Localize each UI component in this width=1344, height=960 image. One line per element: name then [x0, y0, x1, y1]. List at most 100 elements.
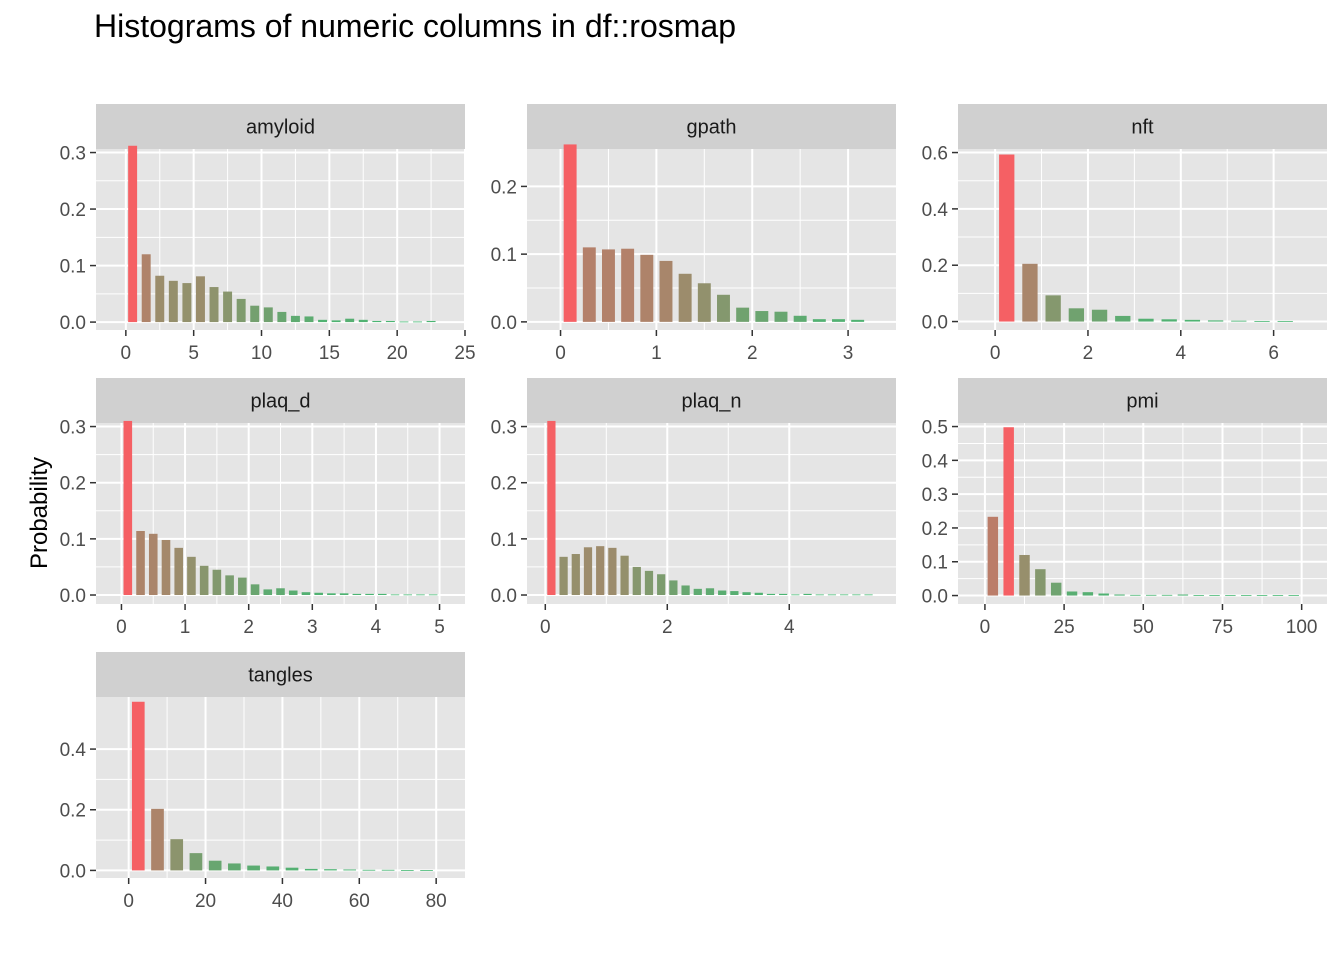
facet-strip	[958, 104, 1327, 149]
facet-strip	[96, 378, 465, 423]
histogram-bar	[236, 298, 246, 323]
histogram-bar	[1241, 595, 1252, 597]
y-tick-label: 0.0	[491, 313, 517, 334]
y-tick-label: 0.0	[60, 313, 86, 334]
histogram-bar	[774, 311, 788, 322]
histogram-bar	[736, 307, 750, 322]
histogram-bar	[583, 547, 593, 596]
histogram-bar	[285, 867, 299, 871]
panel-background	[96, 149, 465, 330]
y-tick-label: 0.1	[922, 553, 948, 574]
x-tick-label: 0	[116, 617, 127, 638]
x-tick-label: 3	[307, 617, 318, 638]
x-tick-label: 1	[651, 343, 662, 364]
x-tick-label: 0	[540, 617, 551, 638]
histogram-bar	[318, 319, 328, 323]
y-tick-label: 0.4	[922, 451, 949, 472]
histogram-bar	[182, 283, 192, 323]
x-tick-label: 4	[371, 617, 382, 638]
y-tick-label: 0.0	[60, 586, 86, 607]
y-tick-label: 0.1	[491, 530, 517, 551]
y-tick-label: 0.2	[922, 519, 948, 540]
histogram-bar	[189, 853, 203, 871]
histogram-bar	[559, 556, 568, 596]
histogram-bar	[304, 316, 314, 323]
y-tick-label: 0.0	[922, 587, 948, 608]
histogram-bar	[290, 315, 300, 323]
histogram-bar	[199, 565, 209, 596]
histogram-bar	[228, 863, 241, 871]
histogram-bar	[1288, 595, 1299, 597]
histogram-bar	[987, 516, 999, 596]
histogram-bar	[755, 311, 769, 322]
x-tick-label: 15	[319, 343, 340, 364]
x-tick-label: 1	[180, 617, 191, 638]
histogram-bar	[304, 868, 318, 871]
histogram-bar	[718, 590, 727, 596]
x-tick-label: 2	[747, 343, 758, 364]
x-tick-label: 25	[454, 343, 475, 364]
histogram-bar	[1091, 309, 1108, 322]
chart-title: Histograms of numeric columns in df::ros…	[94, 8, 736, 44]
facet-plaq_d: plaq_d 0.0 0.1 0.2 0.3 0 1 2 3 4 5	[60, 378, 465, 638]
histogram-bar	[208, 860, 222, 871]
histogram-bar	[390, 594, 400, 596]
x-tick-label: 20	[195, 891, 216, 912]
facet-strip	[958, 378, 1327, 423]
x-tick-label: 0	[990, 343, 1001, 364]
histogram-bar	[840, 594, 849, 596]
facet-nft: nft 0.0 0.2 0.4 0.6 0 2 4 6	[922, 104, 1327, 364]
y-tick-label: 0.3	[60, 144, 86, 165]
histogram-bar	[263, 589, 273, 596]
histogram-bar	[1209, 595, 1220, 597]
x-tick-label: 0	[123, 891, 134, 912]
histogram-bar	[621, 248, 635, 322]
y-tick-label: 0.2	[60, 200, 86, 221]
histogram-bar	[832, 319, 845, 322]
histogram-bar	[669, 580, 678, 596]
histogram-bar	[250, 305, 260, 323]
histogram-bar	[601, 249, 615, 322]
y-tick-label: 0.2	[491, 474, 517, 495]
histogram-bar	[1177, 594, 1189, 596]
x-tick-label: 0	[555, 343, 566, 364]
histogram-bar	[403, 594, 413, 596]
facet-strip-label: gpath	[686, 117, 736, 139]
histogram-bar	[571, 554, 580, 596]
histogram-bar	[1193, 595, 1204, 597]
x-tick-label: 5	[434, 617, 445, 638]
histogram-bar	[276, 588, 285, 596]
histogram-bar	[372, 320, 382, 323]
histogram-bar	[225, 575, 234, 596]
x-tick-label: 40	[272, 891, 293, 912]
y-tick-label: 0.4	[60, 740, 87, 761]
facet-strip-label: plaq_d	[250, 391, 310, 413]
y-tick-label: 0.1	[491, 245, 517, 266]
x-tick-label: 3	[843, 343, 854, 364]
histogram-bar	[620, 555, 629, 596]
histogram-bar	[793, 315, 807, 322]
y-tick-label: 0.3	[491, 418, 517, 439]
histogram-bar	[401, 870, 414, 871]
histogram-bar	[1184, 319, 1201, 322]
facet-strip	[96, 104, 465, 149]
histogram-bar	[1138, 318, 1154, 322]
histogram-bar	[136, 530, 145, 596]
histogram-bar	[1114, 594, 1125, 596]
histogram-bar	[123, 420, 133, 596]
histogram-bar	[1231, 320, 1247, 322]
histogram-bar	[141, 254, 151, 323]
histogram-bar	[1066, 591, 1078, 596]
facet-tangles: tangles 0.0 0.2 0.4 0 20 40 60 80	[60, 652, 465, 912]
histogram-bar	[1207, 320, 1224, 322]
histogram-bar	[582, 247, 596, 322]
histogram-bar	[266, 866, 280, 871]
histogram-bar	[209, 287, 219, 323]
x-tick-label: 10	[251, 343, 272, 364]
histogram-bar	[168, 280, 178, 323]
histogram-bar	[170, 839, 184, 871]
histogram-bar	[381, 869, 395, 871]
x-tick-label: 0	[121, 343, 132, 364]
histogram-bar	[812, 319, 826, 322]
